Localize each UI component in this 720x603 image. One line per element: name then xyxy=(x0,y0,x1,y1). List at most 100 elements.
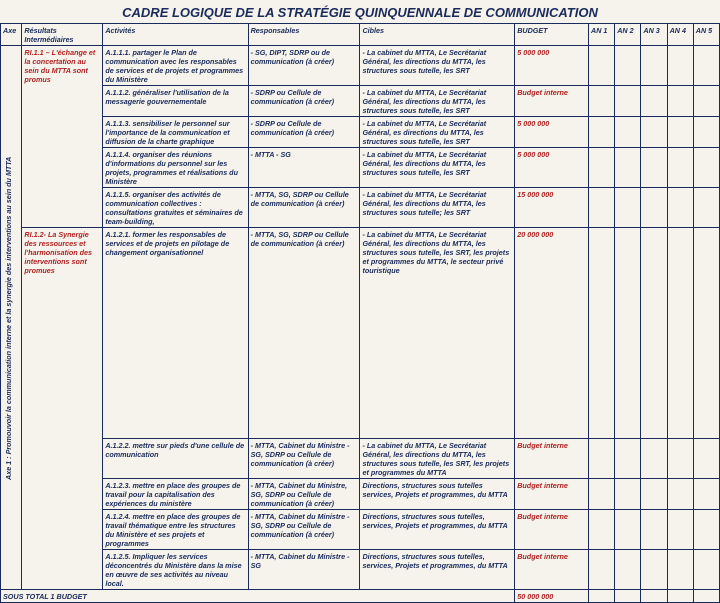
footer-total: 50 000 000 xyxy=(515,590,589,603)
page-title: CADRE LOGIQUE DE LA STRATÉGIE QUINQUENNA… xyxy=(0,0,720,23)
an-cell xyxy=(693,117,719,148)
an-cell xyxy=(693,148,719,188)
cib-cell: - La cabinet du MTTA, Le Secrétariat Gén… xyxy=(360,86,515,117)
activity-cell: A.1.2.3. mettre en place des groupes de … xyxy=(103,479,248,510)
header-axe: Axe xyxy=(1,24,22,46)
an-cell xyxy=(589,479,615,510)
resp-cell: - MTTA - SG xyxy=(248,148,360,188)
an-cell xyxy=(693,188,719,228)
table-row: A.1.2.2. mettre sur pieds d'une cellule … xyxy=(1,439,720,479)
budget-cell: 5 000 000 xyxy=(515,148,589,188)
an-cell xyxy=(641,46,667,86)
cib-cell: - La cabinet du MTTA, Le Secrétariat Gén… xyxy=(360,439,515,479)
resp-cell: - MTTA, SG, SDRP ou Cellule de communica… xyxy=(248,188,360,228)
header-row: Axe Résultats Intermédiaires Activités R… xyxy=(1,24,720,46)
an-cell xyxy=(589,590,615,603)
budget-cell: 5 000 000 xyxy=(515,46,589,86)
header-an2: AN 2 xyxy=(615,24,641,46)
main-table: Axe Résultats Intermédiaires Activités R… xyxy=(0,23,720,603)
activity-cell: A.1.1.5. organiser des activités de comm… xyxy=(103,188,248,228)
resp-cell: - MTTA, Cabinet du Ministre -SG, SDRP ou… xyxy=(248,510,360,550)
table-row: A.1.2.4. mettre en place des groupes de … xyxy=(1,510,720,550)
an-cell xyxy=(615,188,641,228)
an-cell xyxy=(641,439,667,479)
an-cell xyxy=(589,148,615,188)
budget-cell: Budget interne xyxy=(515,439,589,479)
an-cell xyxy=(641,550,667,590)
an-cell xyxy=(667,188,693,228)
an-cell xyxy=(641,228,667,439)
an-cell xyxy=(667,46,693,86)
an-cell xyxy=(615,86,641,117)
an-cell xyxy=(693,590,719,603)
an-cell xyxy=(589,550,615,590)
an-cell xyxy=(641,510,667,550)
activity-cell: A.1.1.1. partager le Plan de communicati… xyxy=(103,46,248,86)
cib-cell: - La cabinet du MTTA, Le Secrétariat Gén… xyxy=(360,228,515,439)
an-cell xyxy=(693,46,719,86)
an-cell xyxy=(667,510,693,550)
an-cell xyxy=(667,86,693,117)
an-cell xyxy=(589,86,615,117)
table-row: Axe 1 : Promouvoir la communication inte… xyxy=(1,46,720,86)
table-row: A.1.1.3. sensibiliser le personnel sur l… xyxy=(1,117,720,148)
an-cell xyxy=(615,228,641,439)
table-row: A.1.2.3. mettre en place des groupes de … xyxy=(1,479,720,510)
resp-cell: - MTTA, Cabinet du Ministre - SG xyxy=(248,550,360,590)
an-cell xyxy=(641,590,667,603)
footer-label: SOUS TOTAL 1 BUDGET xyxy=(1,590,515,603)
header-act: Activités xyxy=(103,24,248,46)
an-cell xyxy=(589,439,615,479)
an-cell xyxy=(615,590,641,603)
an-cell xyxy=(641,479,667,510)
resp-cell: - MTTA, SG, SDRP ou Cellule de communica… xyxy=(248,228,360,439)
header-an5: AN 5 xyxy=(693,24,719,46)
header-an1: AN 1 xyxy=(589,24,615,46)
activity-cell: A.1.2.2. mettre sur pieds d'une cellule … xyxy=(103,439,248,479)
an-cell xyxy=(615,117,641,148)
header-resp: Responsables xyxy=(248,24,360,46)
an-cell xyxy=(615,439,641,479)
axe-label: Axe 1 : Promouvoir la communication inte… xyxy=(3,48,14,588)
an-cell xyxy=(641,148,667,188)
an-cell xyxy=(693,510,719,550)
header-cib: Cibles xyxy=(360,24,515,46)
header-ri: Résultats Intermédiaires xyxy=(22,24,103,46)
budget-cell: Budget interne xyxy=(515,479,589,510)
header-an4: AN 4 xyxy=(667,24,693,46)
budget-cell: Budget interne xyxy=(515,510,589,550)
an-cell xyxy=(667,148,693,188)
table-row: A.1.1.5. organiser des activités de comm… xyxy=(1,188,720,228)
table-row: A.1.1.2. généraliser l'utilisation de la… xyxy=(1,86,720,117)
resp-cell: - SG, DIPT, SDRP ou de communication (à … xyxy=(248,46,360,86)
axe-cell: Axe 1 : Promouvoir la communication inte… xyxy=(1,46,22,590)
an-cell xyxy=(693,228,719,439)
an-cell xyxy=(693,550,719,590)
an-cell xyxy=(589,188,615,228)
resp-cell: - SDRP ou Cellule de communication (à cr… xyxy=(248,117,360,148)
budget-cell: 20 000 000 xyxy=(515,228,589,439)
activity-cell: A.1.1.3. sensibiliser le personnel sur l… xyxy=(103,117,248,148)
budget-cell: 5 000 000 xyxy=(515,117,589,148)
an-cell xyxy=(693,439,719,479)
cib-cell: - La cabinet du MTTA, Le Secrétariat Gén… xyxy=(360,117,515,148)
cib-cell: - La cabinet du MTTA, Le Secrétariat Gén… xyxy=(360,188,515,228)
an-cell xyxy=(589,510,615,550)
table-row: A.1.2.5. Impliquer les services déconcen… xyxy=(1,550,720,590)
activity-cell: A.1.2.5. Impliquer les services déconcen… xyxy=(103,550,248,590)
activity-cell: A.1.1.2. généraliser l'utilisation de la… xyxy=(103,86,248,117)
an-cell xyxy=(667,439,693,479)
resp-cell: - MTTA, Cabinet du Ministre - SG, SDRP o… xyxy=(248,439,360,479)
cib-cell: Directions, structures sous tutelles, se… xyxy=(360,550,515,590)
footer-row: SOUS TOTAL 1 BUDGET 50 000 000 xyxy=(1,590,720,603)
an-cell xyxy=(667,550,693,590)
an-cell xyxy=(615,148,641,188)
an-cell xyxy=(589,46,615,86)
an-cell xyxy=(589,228,615,439)
resp-cell: - SDRP ou Cellule de communication (à cr… xyxy=(248,86,360,117)
activity-cell: A.1.2.1. former les responsables de serv… xyxy=(103,228,248,439)
an-cell xyxy=(693,86,719,117)
an-cell xyxy=(667,479,693,510)
header-an3: AN 3 xyxy=(641,24,667,46)
table-row: RI.1.2- La Synergie des ressources et l'… xyxy=(1,228,720,439)
